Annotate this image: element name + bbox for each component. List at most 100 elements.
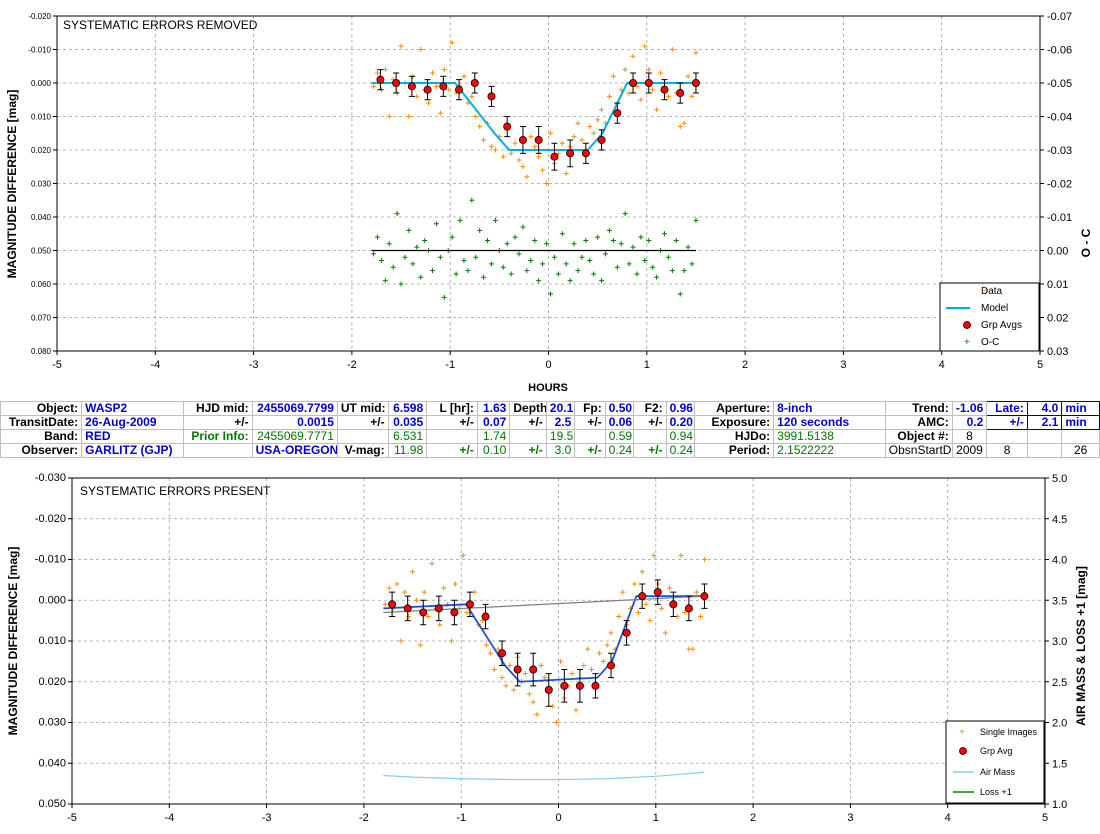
single-images-point: [701, 557, 707, 562]
single-images-point: [526, 691, 532, 697]
y-tick-label: 0.020: [31, 146, 52, 155]
grp-avg-point: [653, 588, 662, 597]
info-row-4: Observer: GARLITZ (GJP) USA-OREGON V-mag:…: [0, 443, 1100, 458]
x-tick-label: 5: [1042, 812, 1048, 824]
grp-avg-point: [513, 665, 522, 674]
grp-avg-point: [684, 604, 693, 613]
o-c-point: [555, 271, 561, 277]
grp-avgs-point: [392, 79, 401, 88]
grp-avg-point: [575, 681, 584, 690]
data-point: [591, 130, 597, 136]
y-tick-label: 0.050: [38, 798, 66, 810]
o-c-point: [677, 291, 683, 297]
y2-tick-label: 1.5: [1052, 758, 1067, 770]
data-point: [540, 167, 546, 173]
air-mass-series-line: [383, 771, 705, 781]
single-images-point: [608, 630, 614, 636]
info-row-1: Object: WASP2 HJD mid: 2455069.7799 UT mid…: [0, 401, 1100, 416]
o-c-point: [579, 254, 585, 260]
single-images-point: [491, 667, 497, 673]
o-c-point: [646, 237, 652, 243]
data-point: [677, 124, 683, 130]
data-point: [646, 67, 652, 73]
data-point: [599, 107, 605, 113]
top-chart: -5 -4 -3 -2 -1 0 1 2 3 4 5 -0.020 -0.010 0.000 0.010 0.…: [5, 11, 1093, 394]
single-images-point: [448, 638, 454, 644]
single-images-point: [585, 646, 591, 652]
grp-avgs-point: [534, 135, 543, 144]
o-c-point: [374, 234, 380, 240]
o-c-point: [540, 261, 546, 267]
o-c-point: [551, 254, 557, 260]
y2-tick-label: -0.02: [1047, 179, 1072, 191]
o-c-point: [669, 268, 675, 274]
single-images-point: [682, 609, 688, 615]
o-c-point: [492, 217, 498, 223]
o-c-point: [508, 271, 514, 277]
single-images-point: [663, 630, 669, 636]
y-tick-label: 0.050: [31, 247, 52, 256]
o-c-point: [536, 278, 542, 284]
bottom-legend-air-mass: Air Mass: [980, 767, 1016, 777]
y2-tick-label: 4.0: [1052, 555, 1067, 567]
data-point: [461, 73, 467, 79]
grp-avgs-point: [691, 79, 700, 88]
o-c-point: [433, 221, 439, 227]
o-c-point: [685, 244, 691, 250]
single-images-point: [639, 569, 645, 575]
data-point: [689, 93, 695, 99]
y-tick-label: -0.020: [28, 12, 51, 21]
data-point: [488, 144, 494, 150]
grp-avgs-point: [518, 135, 527, 144]
grp-avg-point: [591, 681, 600, 690]
data-point: [512, 140, 518, 146]
single-images-point: [487, 650, 493, 656]
o-c-point: [583, 237, 589, 243]
o-c-point: [591, 271, 597, 277]
x-tick-label: 4: [939, 359, 945, 371]
grp-avgs-point: [566, 149, 575, 158]
bottom-legend-single-images: Single Images: [980, 727, 1038, 737]
o-c-point: [512, 234, 518, 240]
single-images-point: [507, 662, 513, 668]
grp-avgs-point: [376, 75, 385, 84]
single-images-point: [557, 658, 563, 664]
single-images-point: [643, 601, 649, 607]
top-legend-grp-avgs: Grp Avgs: [981, 320, 1022, 331]
grp-avgs-point: [487, 92, 496, 101]
o-c-point: [563, 261, 569, 267]
x-tick-label: 1: [653, 812, 659, 824]
x-tick-label: 4: [945, 812, 951, 824]
data-point: [650, 87, 656, 93]
o-c-point: [618, 241, 624, 247]
o-c-point: [544, 241, 550, 247]
o-c-point: [654, 274, 660, 280]
grp-avgs-point: [439, 82, 448, 91]
single-images-point: [542, 675, 548, 681]
data-point: [481, 137, 487, 143]
grp-avg-point: [669, 600, 678, 609]
data-point: [571, 134, 577, 140]
o-c-point: [661, 231, 667, 237]
data-point: [606, 93, 612, 99]
o-c-point: [673, 237, 679, 243]
data-point: [544, 181, 550, 186]
grp-avg-point: [607, 661, 616, 670]
y2-tick-label: -0.07: [1047, 11, 1072, 23]
y2-tick-label: 4.5: [1052, 514, 1067, 526]
top-legend-oc: O-C: [981, 337, 999, 348]
single-images-point: [425, 614, 431, 620]
o-c-point: [437, 254, 443, 260]
y2-tick-label: 5.0: [1052, 473, 1067, 485]
o-c-point: [630, 244, 636, 250]
single-images-point: [386, 585, 392, 591]
grp-avgs-point: [629, 79, 638, 88]
x-tick-label: 0: [545, 359, 551, 371]
y-tick-label: 0.030: [31, 180, 52, 189]
single-images-point: [511, 687, 517, 693]
svg-text:+: +: [983, 286, 989, 297]
grp-avg-point: [560, 681, 569, 690]
single-images-point: [410, 569, 416, 575]
o-c-point: [422, 237, 428, 243]
single-images-point: [464, 609, 470, 615]
